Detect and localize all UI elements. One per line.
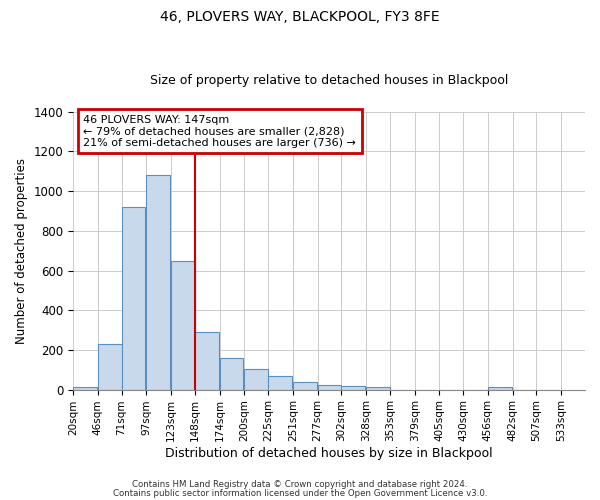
Bar (98, 344, 122, 390)
Bar (317, 384, 341, 390)
X-axis label: Distribution of detached houses by size in Blackpool: Distribution of detached houses by size … (165, 447, 493, 460)
Y-axis label: Number of detached properties: Number of detached properties (15, 158, 28, 344)
Bar (146, 176, 170, 390)
Bar (341, 386, 365, 390)
Bar (195, 332, 218, 390)
Bar (171, 260, 195, 390)
Bar (122, 207, 145, 390)
Text: 46 PLOVERS WAY: 147sqm
← 79% of detached houses are smaller (2,828)
21% of semi-: 46 PLOVERS WAY: 147sqm ← 79% of detached… (83, 114, 356, 148)
Title: Size of property relative to detached houses in Blackpool: Size of property relative to detached ho… (150, 74, 508, 87)
Bar (366, 386, 390, 390)
Bar (73, 386, 97, 390)
Bar (488, 386, 512, 390)
Bar (220, 358, 244, 390)
Text: Contains public sector information licensed under the Open Government Licence v3: Contains public sector information licen… (113, 488, 487, 498)
Bar (268, 376, 292, 390)
Bar (244, 369, 268, 390)
Text: 46, PLOVERS WAY, BLACKPOOL, FY3 8FE: 46, PLOVERS WAY, BLACKPOOL, FY3 8FE (160, 10, 440, 24)
Bar (293, 382, 317, 390)
Text: Contains HM Land Registry data © Crown copyright and database right 2024.: Contains HM Land Registry data © Crown c… (132, 480, 468, 489)
